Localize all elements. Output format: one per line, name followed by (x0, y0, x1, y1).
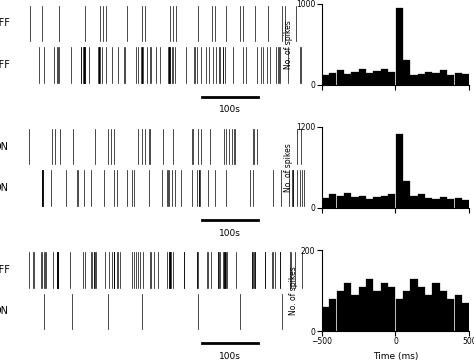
Bar (395, 134, 403, 208)
Bar (337, 196, 344, 208)
Bar (337, 70, 344, 85)
Bar (388, 286, 395, 331)
Bar (388, 194, 395, 208)
Bar (440, 197, 447, 208)
Bar (432, 198, 440, 208)
Bar (410, 278, 418, 331)
Bar (351, 72, 358, 85)
Bar (366, 74, 373, 85)
Y-axis label: ON: ON (0, 183, 8, 193)
Y-axis label: ON: ON (0, 142, 8, 152)
Bar (329, 299, 337, 331)
Bar (410, 196, 418, 208)
Bar (337, 291, 344, 331)
Bar (395, 8, 403, 85)
Bar (403, 60, 410, 85)
Bar (395, 299, 403, 331)
Bar (455, 72, 462, 85)
Bar (374, 197, 381, 208)
Bar (425, 72, 432, 85)
Bar (322, 75, 329, 85)
Y-axis label: ON: ON (0, 306, 8, 316)
Bar (344, 193, 351, 208)
Bar (418, 74, 425, 85)
Bar (381, 282, 388, 331)
Bar (381, 69, 388, 85)
Text: 100s: 100s (219, 229, 241, 238)
Bar (410, 75, 418, 85)
Bar (381, 196, 388, 208)
Bar (403, 181, 410, 208)
Y-axis label: No. of spikes: No. of spikes (289, 266, 298, 315)
Bar (418, 286, 425, 331)
Bar (447, 199, 455, 208)
Bar (344, 282, 351, 331)
Bar (351, 295, 358, 331)
Y-axis label: OFF: OFF (0, 265, 10, 275)
Bar (374, 291, 381, 331)
Bar (366, 278, 373, 331)
Bar (455, 295, 462, 331)
Bar (403, 291, 410, 331)
Bar (329, 72, 337, 85)
X-axis label: Time (ms): Time (ms) (373, 352, 418, 361)
Bar (359, 196, 366, 208)
Bar (462, 200, 469, 208)
Y-axis label: No. of spikes: No. of spikes (284, 143, 293, 192)
Bar (374, 71, 381, 85)
Text: 100s: 100s (219, 352, 241, 361)
Bar (344, 74, 351, 85)
Bar (322, 198, 329, 208)
Bar (388, 72, 395, 85)
Bar (455, 198, 462, 208)
Bar (432, 74, 440, 85)
Bar (447, 75, 455, 85)
Bar (462, 303, 469, 331)
Bar (366, 198, 373, 208)
Bar (462, 74, 469, 85)
Y-axis label: OFF: OFF (0, 19, 10, 28)
Y-axis label: No. of spikes: No. of spikes (284, 20, 293, 68)
Bar (351, 197, 358, 208)
Bar (359, 286, 366, 331)
Bar (359, 68, 366, 85)
Bar (329, 194, 337, 208)
Bar (432, 282, 440, 331)
Text: 100s: 100s (219, 105, 241, 114)
Y-axis label: OFF: OFF (0, 60, 10, 70)
Bar (425, 198, 432, 208)
Bar (440, 70, 447, 85)
Bar (440, 291, 447, 331)
Bar (447, 299, 455, 331)
Bar (418, 194, 425, 208)
Bar (425, 295, 432, 331)
Bar (322, 307, 329, 331)
